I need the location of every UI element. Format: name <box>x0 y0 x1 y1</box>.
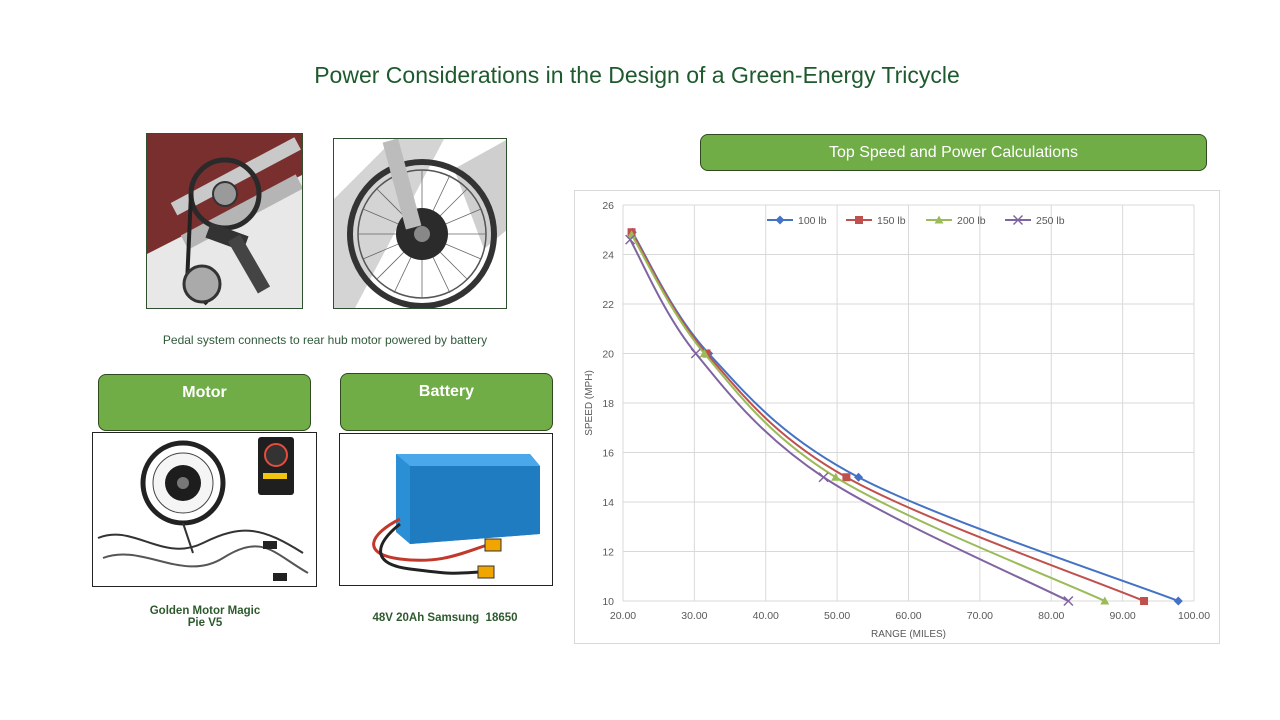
data-point-series-3 <box>699 349 709 357</box>
x-marker-stroke <box>1063 595 1074 607</box>
series-line-2 <box>630 231 1145 602</box>
legend-marker-2 <box>855 216 863 224</box>
x-tick-label: 100.00 <box>1178 610 1210 622</box>
pedal-system-photo <box>146 133 303 309</box>
y-tick-label: 18 <box>602 398 614 410</box>
y-tick-label: 12 <box>602 547 614 559</box>
legend-label-3: 200 lb <box>957 215 986 227</box>
y-tick-label: 26 <box>602 200 614 212</box>
y-tick-label: 24 <box>602 250 614 262</box>
x-tick-label: 90.00 <box>1109 610 1135 622</box>
data-point-series-4 <box>690 348 701 359</box>
legend-marker-4 <box>1012 214 1024 226</box>
x-tick-label: 30.00 <box>681 610 707 622</box>
legend-label-2: 150 lb <box>877 215 906 227</box>
legend-label-4: 250 lb <box>1036 215 1065 227</box>
data-point-series-4 <box>818 472 829 483</box>
y-tick-label: 22 <box>602 299 614 311</box>
x-marker-stroke <box>625 234 636 245</box>
x-tick-label: 20.00 <box>610 610 636 622</box>
x-tick-label: 70.00 <box>967 610 993 622</box>
x-marker-stroke <box>690 348 701 359</box>
x-tick-label: 60.00 <box>895 610 921 622</box>
series-line-3 <box>630 234 1106 602</box>
x-axis-title: RANGE (MILES) <box>871 629 946 640</box>
hub-wheel-photo <box>333 138 507 309</box>
legend-label-1: 100 lb <box>798 215 827 227</box>
legend-marker-3 <box>934 215 944 224</box>
y-tick-label: 16 <box>602 448 614 460</box>
battery-label-box: Battery <box>340 373 553 431</box>
motor-caption-line2: Pie V5 <box>187 617 223 629</box>
speed-range-chart: 10 12 14 16 18 20 22 24 26 20.00 30.00 40.00 50.00 60… <box>574 190 1220 644</box>
series-line-1 <box>631 231 1179 602</box>
motor-label-box: Motor <box>98 374 311 431</box>
data-point-series-1 <box>1173 596 1183 606</box>
motor-caption: Golden Motor Magic Pie V5 <box>120 605 290 629</box>
chart-header-box: Top Speed and Power Calculations <box>700 134 1207 171</box>
y-axis-title: SPEED (MPH) <box>584 370 595 436</box>
legend-marker-1 <box>775 215 785 225</box>
x-marker-stroke <box>1012 214 1024 226</box>
photo-caption: Pedal system connects to rear hub motor … <box>162 333 488 347</box>
series-line-4 <box>629 239 1069 602</box>
x-tick-label: 80.00 <box>1038 610 1064 622</box>
chart-svg: 10 12 14 16 18 20 22 24 26 20.00 30.00 40.00 50.00 60… <box>584 200 1210 640</box>
x-tick-label: 40.00 <box>753 610 779 622</box>
data-point-series-2 <box>842 473 851 482</box>
battery-caption: 48V 20Ah Samsung 18650 <box>372 612 518 624</box>
data-point-series-3 <box>831 472 841 481</box>
data-point-series-4 <box>625 234 636 245</box>
battery-photo <box>339 433 553 586</box>
data-point-series-1 <box>854 472 864 482</box>
y-tick-label: 20 <box>602 349 614 361</box>
y-tick-label: 10 <box>602 596 614 608</box>
slide-title: Power Considerations in the Design of a … <box>314 62 960 88</box>
x-marker-stroke <box>818 472 829 483</box>
data-point-series-3 <box>1100 596 1110 605</box>
y-tick-label: 14 <box>602 497 614 509</box>
motor-photo <box>92 432 317 587</box>
data-point-series-4 <box>1063 595 1074 607</box>
motor-caption-line1: Golden Motor Magic <box>149 605 261 617</box>
x-tick-label: 50.00 <box>824 610 850 622</box>
data-point-series-2 <box>1140 597 1149 605</box>
